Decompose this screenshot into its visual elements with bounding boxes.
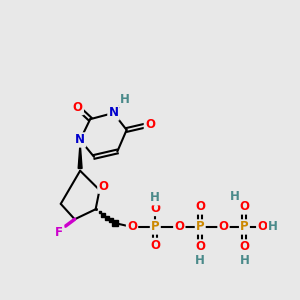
Text: H: H — [230, 190, 240, 203]
Text: F: F — [55, 226, 63, 239]
Text: P: P — [151, 220, 160, 233]
Text: O: O — [150, 202, 160, 215]
Text: O: O — [195, 200, 205, 213]
Text: H: H — [239, 254, 249, 267]
Text: O: O — [239, 241, 249, 254]
Text: O: O — [98, 180, 108, 193]
Text: O: O — [239, 200, 249, 213]
Text: O: O — [257, 220, 267, 233]
Text: O: O — [195, 241, 205, 254]
Text: N: N — [109, 106, 118, 119]
Text: N: N — [75, 134, 85, 146]
Polygon shape — [78, 142, 82, 168]
Text: H: H — [150, 191, 160, 204]
Text: O: O — [127, 220, 137, 233]
Text: P: P — [240, 220, 249, 233]
Text: O: O — [150, 239, 160, 252]
Text: O: O — [145, 118, 155, 131]
Text: O: O — [218, 220, 229, 233]
Text: H: H — [268, 220, 278, 233]
Text: O: O — [73, 101, 83, 114]
Text: H: H — [195, 254, 205, 267]
Text: H: H — [120, 93, 130, 106]
Text: O: O — [174, 220, 184, 233]
Text: P: P — [196, 220, 205, 233]
